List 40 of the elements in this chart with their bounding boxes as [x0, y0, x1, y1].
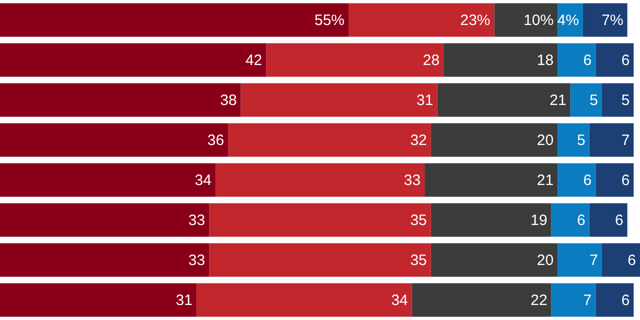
data-label: 32	[410, 132, 427, 150]
data-label: 23%	[460, 12, 490, 30]
data-label: 34	[391, 292, 408, 310]
data-label: 4%	[557, 12, 579, 30]
data-label: 36	[207, 132, 224, 150]
data-label: 7%	[602, 12, 624, 30]
data-label: 20	[536, 252, 554, 270]
data-label: 33	[188, 252, 206, 270]
data-label: 5	[590, 92, 598, 110]
data-label: 7	[590, 252, 598, 270]
data-label: 6	[621, 172, 630, 190]
data-label: 20	[536, 132, 554, 150]
data-label: 34	[194, 172, 212, 190]
data-label: 42	[245, 52, 262, 70]
data-label: 6	[621, 52, 630, 70]
data-label: 19	[530, 212, 548, 230]
data-label: 6	[576, 212, 586, 230]
data-label: 6	[583, 52, 592, 70]
data-label: 33	[188, 212, 206, 230]
data-label: 21	[536, 172, 554, 190]
data-label: 31	[176, 292, 192, 310]
data-label: 33	[404, 172, 421, 190]
data-label: 55%	[314, 12, 345, 30]
data-label: 10%	[524, 12, 554, 30]
data-label: 21	[550, 92, 566, 110]
data-label: 18	[536, 52, 554, 70]
data-label: 5	[576, 132, 586, 150]
data-label: 6	[583, 172, 592, 190]
data-label: 35	[410, 252, 427, 270]
data-label: 6	[614, 212, 624, 230]
data-label: 6	[621, 292, 630, 310]
data-label: 38	[220, 92, 237, 110]
data-label: 22	[530, 292, 548, 310]
data-label: 28	[422, 52, 440, 70]
data-label: 31	[416, 92, 434, 110]
data-label: 35	[410, 212, 427, 230]
data-label: 5	[621, 92, 630, 110]
data-label: 7	[621, 132, 630, 150]
data-label: 7	[583, 292, 592, 310]
data-label: 6	[628, 252, 636, 270]
